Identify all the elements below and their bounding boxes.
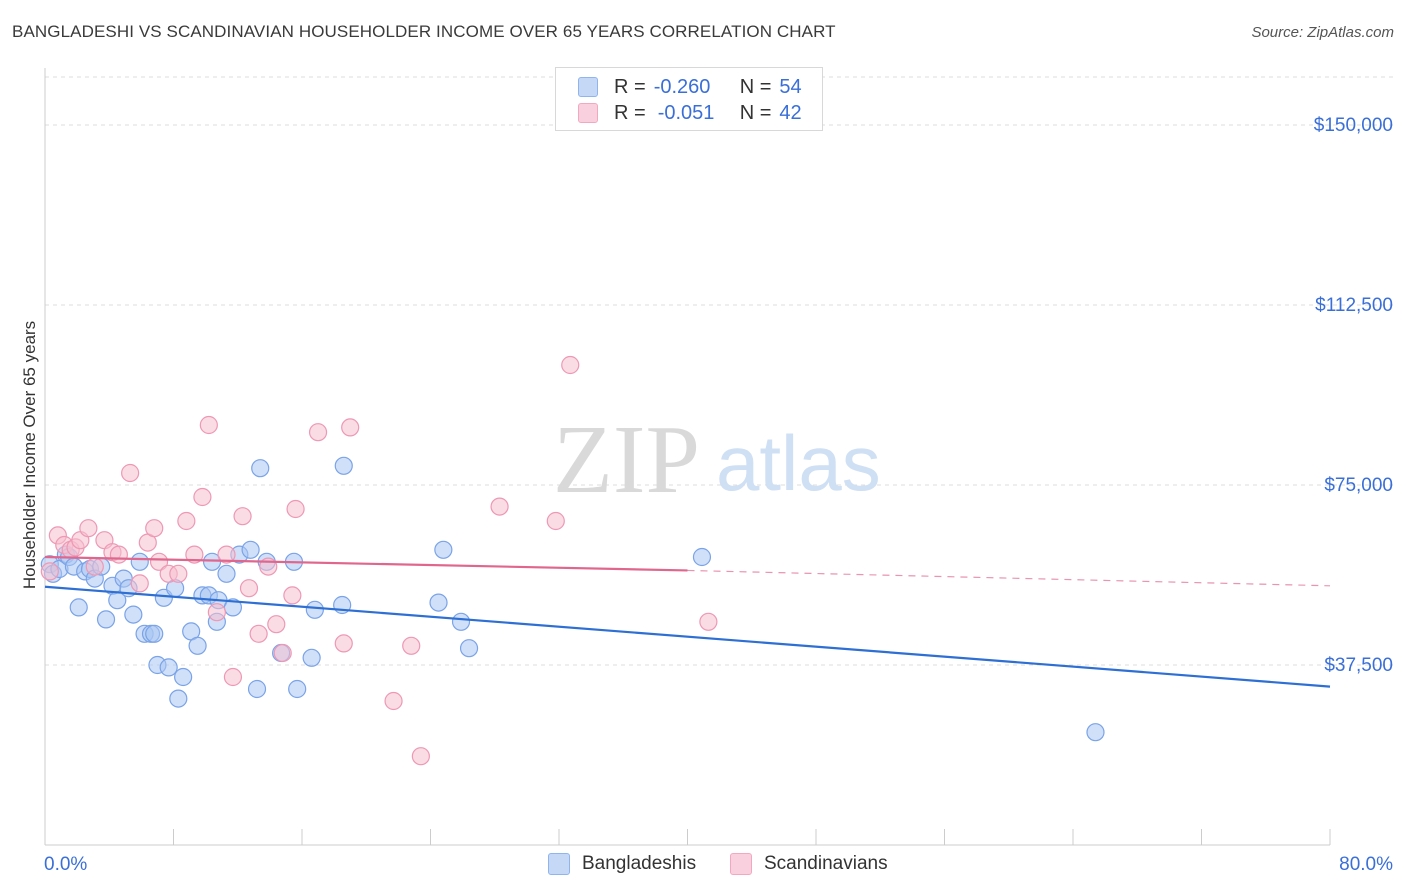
point-bangladeshi	[202, 552, 222, 571]
y-tick-label: $37,500	[1324, 655, 1393, 676]
point-scandinavian	[79, 519, 98, 538]
trend-line-scandinavians	[44, 555, 688, 572]
point-scandinavian	[490, 497, 509, 516]
tick-labels: $37,500 $75,000 $112,500 $150,000 0.0% 80.0%	[44, 115, 1393, 875]
point-bangladeshi	[96, 610, 116, 629]
point-bangladeshi	[451, 612, 471, 631]
correlation-legend: R = -0.260 N = 54 R = -0.051 N = 42	[555, 67, 823, 131]
point-bangladeshi	[159, 658, 178, 677]
data-points	[40, 355, 1105, 766]
point-scandinavian	[308, 423, 328, 442]
point-bangladeshi	[247, 679, 267, 699]
point-scandinavian	[149, 552, 169, 571]
point-bangladeshi	[174, 667, 193, 687]
legend-row-bangladeshis: R = -0.260 N = 54	[578, 74, 802, 100]
point-scandinavian	[286, 499, 305, 519]
legend-label: Scandinavians	[764, 853, 888, 874]
trend-line-bangladeshis	[44, 585, 1331, 688]
point-scandinavian	[145, 519, 164, 538]
point-bangladeshi	[169, 689, 188, 708]
point-bangladeshi	[434, 540, 453, 559]
legend-swatch-blue	[578, 77, 598, 97]
point-scandinavian	[267, 615, 286, 634]
legend-swatch-blue	[548, 853, 570, 875]
y-tick-label: $150,000	[1314, 115, 1393, 136]
x-tick-label: 0.0%	[44, 854, 87, 875]
legend-swatch-pink	[730, 853, 752, 875]
point-scandinavian	[169, 564, 188, 583]
legend-r-value: -0.260	[653, 75, 711, 98]
point-scandinavian	[199, 415, 218, 435]
y-tick-label: $112,500	[1315, 295, 1393, 316]
point-scandinavian	[207, 603, 226, 622]
point-scandinavian	[130, 574, 149, 593]
legend-label: Bangladeshis	[582, 853, 697, 874]
point-scandinavian	[193, 487, 212, 507]
trend-line-scandinavians-extension	[687, 569, 1331, 587]
point-scandinavian	[411, 747, 430, 766]
point-scandinavian	[402, 636, 421, 655]
point-scandinavian	[239, 579, 259, 598]
point-bangladeshi	[69, 598, 88, 617]
point-bangladeshi	[305, 600, 324, 619]
legend-r-value: -0.051	[657, 101, 715, 124]
watermark: ZIP atlas	[553, 406, 881, 514]
trend-lines	[44, 555, 1331, 688]
legend-n-label: N =	[739, 101, 772, 124]
point-scandinavian	[223, 667, 243, 687]
watermark-zip: ZIP	[553, 406, 700, 514]
point-bangladeshi	[145, 624, 164, 643]
point-scandinavian	[384, 691, 403, 711]
legend-n-value: 42	[779, 101, 802, 124]
legend-n-value: 54	[779, 75, 802, 98]
legend-r-label: R =	[614, 75, 646, 98]
point-bangladeshi	[124, 605, 143, 624]
point-scandinavian	[109, 545, 128, 564]
point-scandinavian	[249, 624, 268, 643]
point-scandinavian	[233, 507, 252, 526]
point-bangladeshi	[302, 648, 321, 667]
axes	[44, 68, 1331, 846]
legend-item-bangladeshis[interactable]: Bangladeshis	[548, 852, 696, 876]
point-bangladeshi	[692, 547, 712, 567]
x-tick-label: 80.0%	[1339, 854, 1393, 875]
point-scandinavian	[85, 557, 104, 576]
point-scandinavian	[40, 562, 59, 581]
point-bangladeshi	[334, 456, 353, 475]
point-scandinavian	[177, 511, 196, 531]
point-bangladeshi	[217, 564, 236, 583]
y-tick-label: $75,000	[1324, 475, 1393, 496]
legend-r-label: R =	[614, 101, 646, 124]
legend-n-label: N =	[739, 75, 772, 98]
point-scandinavian	[334, 634, 353, 653]
point-bangladeshi	[429, 593, 448, 612]
legend-row-scandinavians: R = -0.051 N = 42	[578, 100, 802, 126]
watermark-atlas: atlas	[716, 419, 881, 507]
point-bangladeshi	[1086, 723, 1105, 742]
point-bangladeshi	[241, 540, 260, 559]
point-bangladeshi	[288, 679, 307, 699]
y-axis-label: Householder Income Over 65 years	[20, 321, 39, 589]
point-scandinavian	[699, 612, 718, 631]
point-bangladeshi	[188, 636, 207, 655]
point-bangladeshi	[459, 639, 479, 658]
point-bangladeshi	[130, 552, 149, 571]
point-scandinavian	[561, 355, 580, 375]
legend-item-scandinavians[interactable]: Scandinavians	[730, 852, 888, 876]
point-scandinavian	[217, 545, 236, 564]
point-scandinavian	[341, 418, 360, 437]
source-label: Source: ZipAtlas.com	[1251, 24, 1394, 41]
chart-title: BANGLADESHI VS SCANDINAVIAN HOUSEHOLDER …	[12, 22, 836, 41]
legend-swatch-pink	[578, 103, 598, 123]
point-bangladeshi	[251, 459, 270, 478]
point-scandinavian	[185, 545, 204, 564]
point-scandinavian	[273, 643, 292, 663]
point-scandinavian	[283, 586, 302, 605]
gridlines	[45, 76, 1394, 666]
point-scandinavian	[546, 511, 565, 531]
point-scandinavian	[121, 463, 140, 483]
